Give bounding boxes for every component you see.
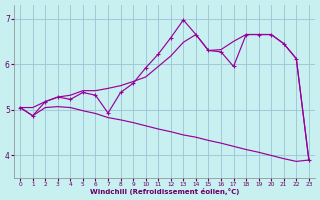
X-axis label: Windchill (Refroidissement éolien,°C): Windchill (Refroidissement éolien,°C) xyxy=(90,188,239,195)
